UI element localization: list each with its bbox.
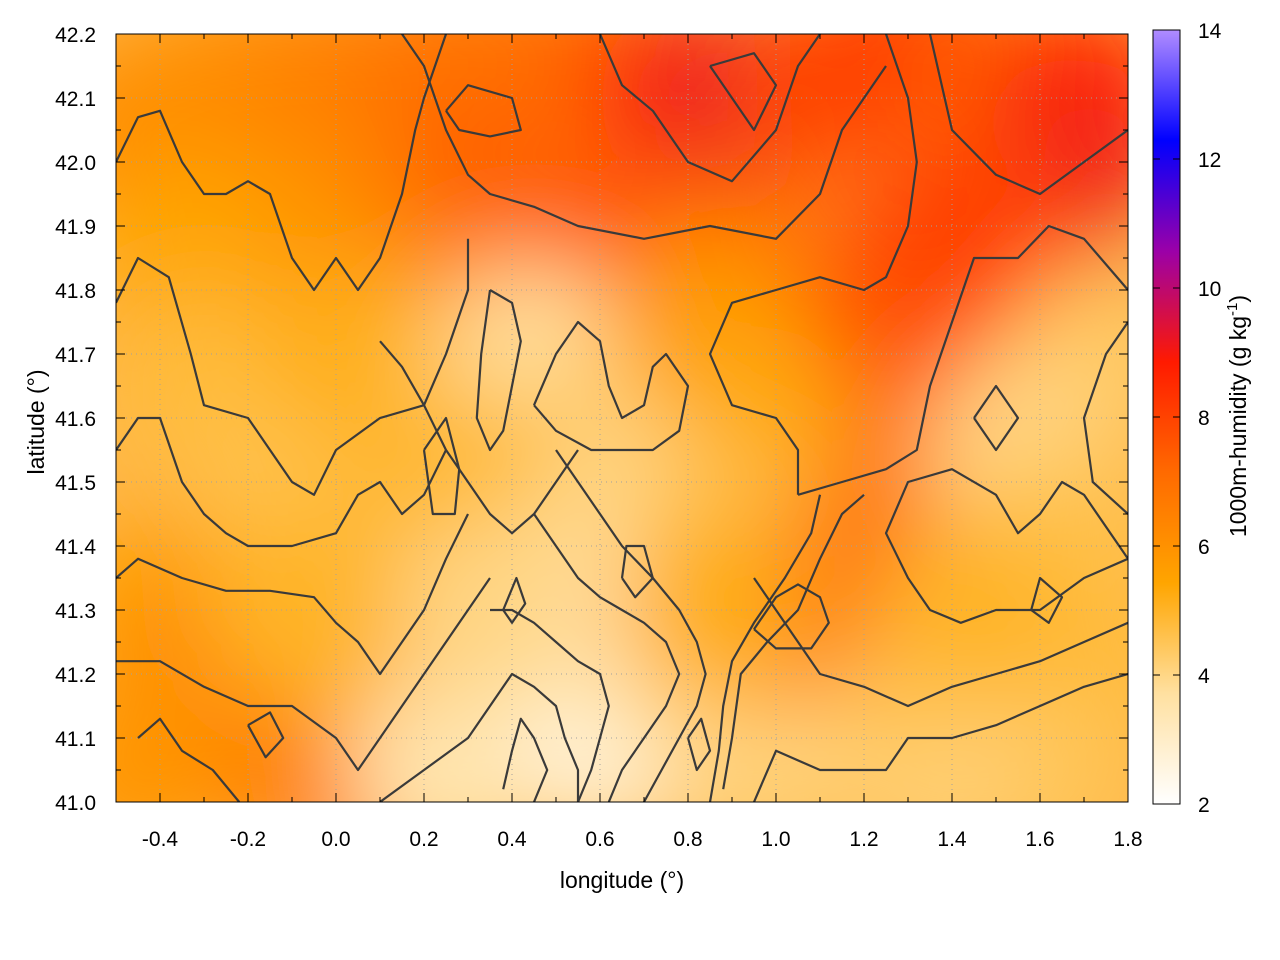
y-tick-label: 41.2 [55,664,96,687]
contour-line [753,583,830,650]
contour-line [116,34,448,292]
y-tick-label: 41.3 [55,600,96,623]
y-tick-label: 42.1 [55,88,96,111]
humidity-cell [615,515,805,705]
contour-line [116,577,491,772]
colorbar-title-main: 1000m-humidity (g kg [1225,316,1251,537]
contour-line [116,416,447,548]
colorbar-tick-label: 14 [1198,20,1222,43]
contour-line [422,416,461,516]
contour-line [379,672,580,802]
x-tick-label: 1.0 [761,828,790,851]
humidity-cell [116,675,233,802]
colorbar-title: 1000m-humidity (g kg-1) [1224,295,1251,537]
contour-line [1082,321,1128,515]
contour-line [708,34,918,495]
contour-line [379,340,579,535]
y-tick-label: 42.2 [55,24,96,47]
contour-line [475,289,522,452]
colorbar-tick-label: 8 [1198,407,1210,430]
contour-line [490,608,610,802]
humidity-cell [879,515,1069,705]
y-tick-label: 41.6 [55,408,96,431]
contour-line [502,717,549,802]
colorbar-tick-label: 4 [1198,665,1210,688]
contour-line [928,34,1128,196]
contour-line [722,493,865,790]
humidity-field [116,34,1128,802]
contour-line [116,238,470,496]
contour-line [533,513,681,802]
contour-line [686,717,712,772]
y-tick-label: 41.1 [55,728,96,751]
y-tick-label: 42.0 [55,152,96,175]
x-tick-label: 1.4 [937,828,967,851]
x-tick-label: 1.8 [1113,828,1142,851]
colorbar-tick-label: 2 [1198,794,1210,817]
y-tick-label: 41.0 [55,792,96,815]
contour-line [753,577,1128,708]
y-tick-label: 41.5 [55,472,96,495]
contour-line [116,513,469,676]
axis-ticks: -0.4 -0.2 0.0 0.2 0.4 0.6 0.8 1.0 1.2 1.4 1.6 1.8 41… [55,24,1142,851]
y-tick-label: 41.7 [55,344,96,367]
colorbar-tick-label: 10 [1198,278,1221,301]
x-tick-label: 0.4 [497,828,527,851]
colorbar: 2 4 6 8 10 12 14 1000m-humidity (g kg-1) [1152,20,1251,817]
x-tick-label: 0.0 [321,828,350,851]
plot-area [116,34,1128,802]
x-tick-label: 0.6 [585,828,614,851]
colorbar-tick-label: 6 [1198,536,1210,559]
contour-line [752,672,1128,802]
colorbar-ticks: 2 4 6 8 10 12 14 [1153,20,1222,817]
y-tick-label: 41.4 [55,536,96,559]
contour-line [532,320,690,452]
contour-line [445,84,522,138]
colorbar-title-exp: -1 [1224,303,1241,316]
contour-line [884,468,1128,624]
y-tick-label: 41.9 [55,216,96,239]
x-tick-label: -0.4 [142,828,179,851]
y-axis-title: latitude (°) [23,369,49,474]
colorbar-title-close: ) [1225,295,1251,303]
x-tick-label: 1.6 [1025,828,1054,851]
contour-line [555,449,707,802]
contour-line [708,494,822,802]
x-tick-label: 0.2 [409,828,438,851]
contour-line [598,34,821,183]
x-tick-label: -0.2 [230,828,266,851]
contour-line [973,384,1020,452]
contour-line [1030,576,1064,624]
contour-line [247,711,285,759]
contour-line [502,576,527,624]
y-tick-label: 41.8 [55,280,96,303]
x-axis-title: longitude (°) [560,867,684,893]
contour-line [620,544,654,599]
contour-lines [116,34,1128,802]
colorbar-tick-label: 12 [1198,149,1221,172]
contour-line [137,717,241,802]
x-tick-label: 0.8 [673,828,702,851]
contour-line [797,224,1128,496]
x-tick-label: 1.2 [849,828,878,851]
contour-line [709,52,778,132]
contour-line [401,34,887,240]
